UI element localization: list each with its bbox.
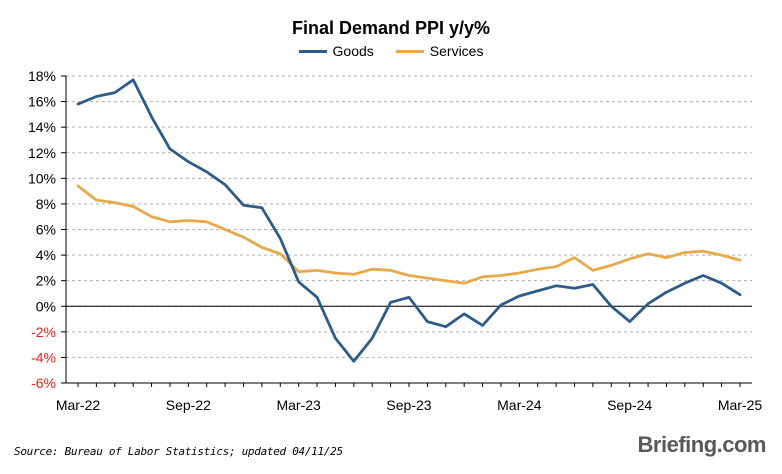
y-tick-label: 10% <box>28 170 56 186</box>
y-tick-label: -4% <box>31 349 56 365</box>
x-tick-label: Mar-25 <box>718 397 763 413</box>
y-tick-label: 12% <box>28 145 56 161</box>
x-tick-label: Mar-22 <box>56 397 101 413</box>
legend-swatch-goods <box>298 49 327 53</box>
y-tick-label: 8% <box>36 196 56 212</box>
legend: Goods Services <box>0 43 782 59</box>
tick-labels: -6% -4% -2% 0% 2% 4% 6% 8% 10% 12% 14% 16% 18% Mar-22… <box>28 68 762 413</box>
gridlines <box>66 75 752 384</box>
legend-label-goods: Goods <box>332 43 374 59</box>
series-line-goods <box>76 78 742 363</box>
legend-swatch-services <box>395 49 424 53</box>
chart-title: Final Demand PPI y/y% <box>291 18 491 38</box>
y-tick-label: 14% <box>28 119 56 135</box>
series-lines <box>76 78 742 363</box>
source-note: Source: Bureau of Labor Statistics; upda… <box>14 445 343 458</box>
y-tick-label: -6% <box>31 375 56 391</box>
y-tick-label: 18% <box>28 68 56 84</box>
y-tick-label: 16% <box>28 94 56 110</box>
x-tick-label: Mar-23 <box>276 397 321 413</box>
legend-item-services: Services <box>395 43 484 59</box>
y-tick-label: 6% <box>36 222 56 238</box>
x-tick-label: Sep-23 <box>386 397 431 413</box>
axes <box>61 75 752 387</box>
x-tick-label: Sep-24 <box>607 397 652 413</box>
legend-label-services: Services <box>429 43 484 59</box>
series-line-services <box>76 184 742 285</box>
y-tick-label: 4% <box>36 247 56 263</box>
x-tick-label: Mar-24 <box>497 397 542 413</box>
y-tick-label: 0% <box>36 298 56 314</box>
y-tick-label: 2% <box>36 273 56 289</box>
brand-logo: Briefing.com <box>637 432 767 457</box>
legend-item-goods: Goods <box>298 43 374 59</box>
x-tick-label: Sep-22 <box>166 397 211 413</box>
y-tick-label: -2% <box>31 324 56 340</box>
